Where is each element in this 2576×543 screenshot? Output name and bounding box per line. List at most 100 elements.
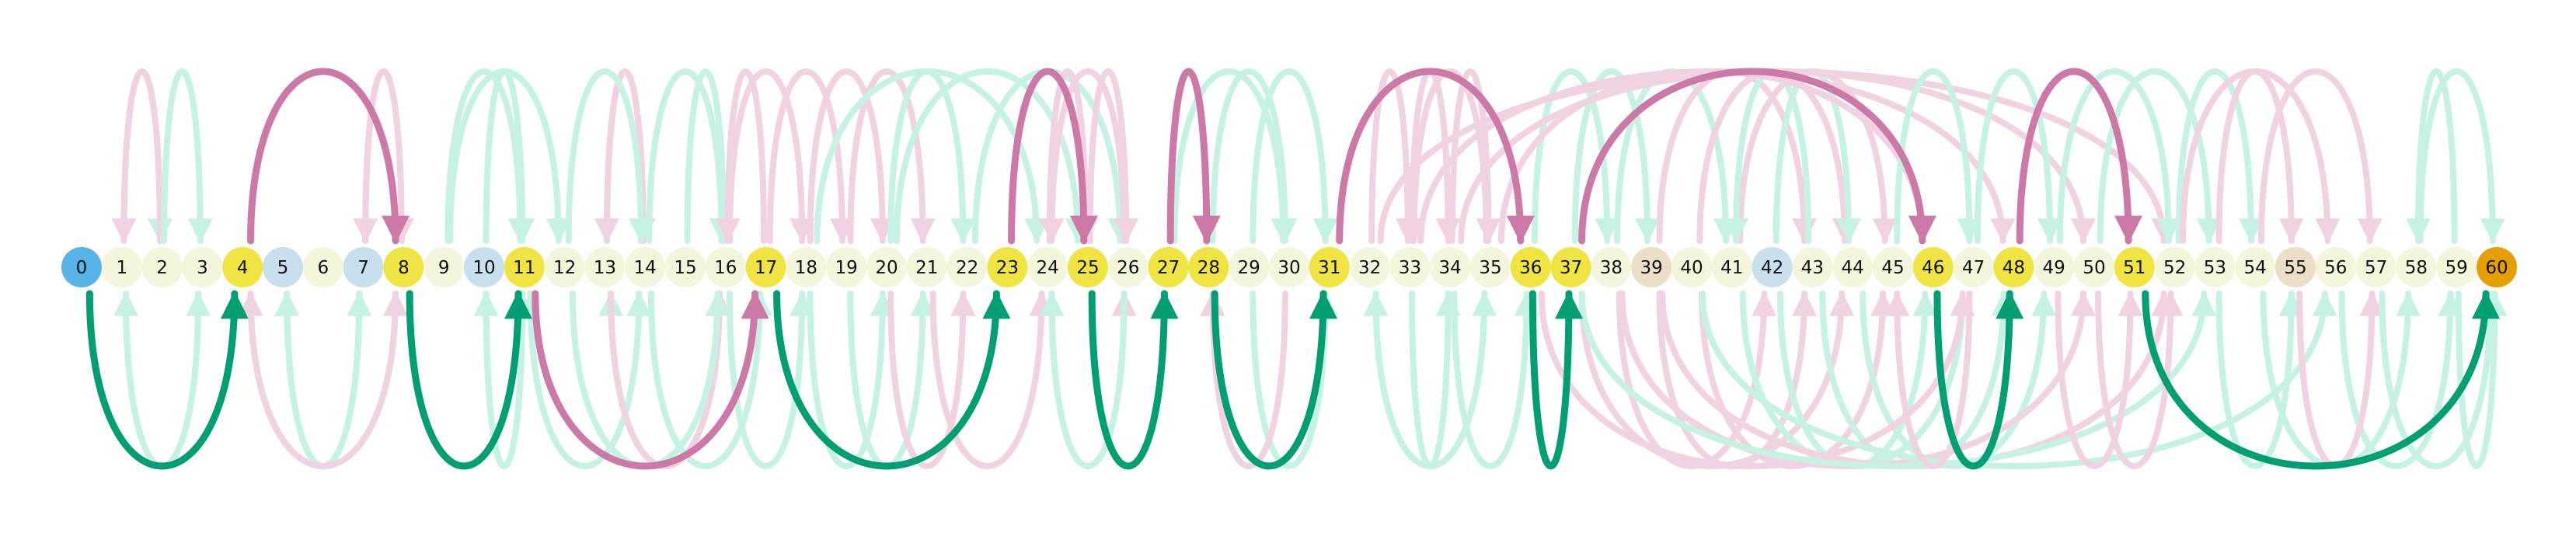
node-label-33: 33 <box>1399 258 1421 278</box>
node-31: 31 <box>1309 247 1350 287</box>
node-circle-53 <box>2194 247 2236 287</box>
edge-9-to-11 <box>444 68 533 244</box>
node-circle-10 <box>464 247 504 287</box>
node-43: 43 <box>1792 247 1833 287</box>
node-34: 34 <box>1430 247 1471 287</box>
node-label-43: 43 <box>1801 258 1824 278</box>
node-label-19: 19 <box>835 258 858 278</box>
node-circle-12 <box>544 247 585 287</box>
node-circle-20 <box>866 247 907 287</box>
node-16: 16 <box>705 247 746 287</box>
node-circle-15 <box>665 247 706 287</box>
node-50: 50 <box>2074 247 2114 287</box>
node-circle-60 <box>2477 247 2517 287</box>
node-41: 41 <box>1711 247 1752 287</box>
path-edge-23-to-25 <box>1008 68 1098 245</box>
node-circle-23 <box>987 247 1028 287</box>
node-49: 49 <box>2034 247 2075 287</box>
node-28: 28 <box>1188 247 1229 287</box>
edge-30-to-28 <box>1200 291 1288 469</box>
node-circle-26 <box>1107 247 1149 287</box>
edge-17-to-19 <box>766 68 856 244</box>
node-circle-29 <box>1229 247 1270 287</box>
node-label-44: 44 <box>1842 258 1864 278</box>
edge-32-to-33 <box>1368 68 1420 244</box>
path-edge-31-to-36 <box>1336 68 1535 245</box>
node-circle-49 <box>2034 247 2075 287</box>
path-edge-37-to-46 <box>1578 68 1936 245</box>
edge-20-to-22 <box>887 291 976 469</box>
node-circle-31 <box>1309 247 1350 287</box>
node-label-3: 3 <box>197 258 208 278</box>
edge-52-to-56 <box>2179 68 2341 244</box>
node-label-8: 8 <box>398 258 410 278</box>
edge-26-to-24 <box>1039 68 1128 244</box>
node-circle-48 <box>1993 247 2034 287</box>
path-edges <box>85 68 2500 470</box>
edge-19-to-21 <box>847 291 936 469</box>
node-label-45: 45 <box>1881 258 1904 278</box>
node-13: 13 <box>584 247 626 287</box>
node-label-55: 55 <box>2284 258 2306 278</box>
node-circle-52 <box>2154 247 2195 287</box>
node-label-53: 53 <box>2204 258 2226 278</box>
edge-20-to-25 <box>893 68 1091 244</box>
node-circle-1 <box>101 247 142 287</box>
node-circle-44 <box>1832 247 1874 287</box>
node-circle-16 <box>705 247 746 287</box>
edge-54-to-57 <box>2257 68 2383 244</box>
node-label-13: 13 <box>594 258 616 278</box>
node-circle-4 <box>222 247 263 287</box>
node-circle-59 <box>2436 247 2477 287</box>
node-label-46: 46 <box>1922 258 1944 278</box>
node-22: 22 <box>946 247 988 287</box>
node-circle-37 <box>1550 247 1591 287</box>
node-circle-50 <box>2074 247 2114 287</box>
edge-19-to-21 <box>847 68 936 244</box>
node-label-24: 24 <box>1037 258 1059 278</box>
node-46: 46 <box>1912 247 1954 287</box>
node-label-40: 40 <box>1680 258 1703 278</box>
path-edge-28-to-31 <box>1211 290 1338 470</box>
node-label-27: 27 <box>1157 258 1180 278</box>
node-6: 6 <box>302 247 343 287</box>
node-52: 52 <box>2154 247 2195 287</box>
node-circle-27 <box>1148 247 1189 287</box>
node-59: 59 <box>2436 247 2477 287</box>
edge-21-to-24 <box>929 291 1054 469</box>
node-label-20: 20 <box>875 258 898 278</box>
node-20: 20 <box>866 247 907 287</box>
node-circle-18 <box>786 247 827 287</box>
node-label-12: 12 <box>553 258 576 278</box>
node-12: 12 <box>544 247 585 287</box>
edge-49-to-52 <box>2056 68 2181 244</box>
edge-45-to-47 <box>1894 68 1982 244</box>
node-label-10: 10 <box>472 258 495 278</box>
edge-14-to-13 <box>594 68 647 244</box>
node-label-30: 30 <box>1278 258 1300 278</box>
node-55: 55 <box>2275 247 2316 287</box>
edge-1-to-3 <box>122 291 211 469</box>
node-circle-13 <box>584 247 626 287</box>
node-19: 19 <box>826 247 867 287</box>
edge-53-to-55 <box>2215 291 2304 469</box>
node-circle-38 <box>1591 247 1632 287</box>
node-label-25: 25 <box>1076 258 1099 278</box>
node-27: 27 <box>1148 247 1189 287</box>
node-label-54: 54 <box>2244 258 2267 278</box>
node-label-6: 6 <box>317 258 329 278</box>
node-58: 58 <box>2396 247 2437 287</box>
node-29: 29 <box>1229 247 1270 287</box>
edge-29-to-31 <box>1250 291 1338 469</box>
node-label-23: 23 <box>996 258 1019 278</box>
node-label-21: 21 <box>915 258 938 278</box>
node-57: 57 <box>2355 247 2396 287</box>
node-label-48: 48 <box>2003 258 2025 278</box>
node-circle-41 <box>1711 247 1752 287</box>
node-circle-11 <box>504 247 545 287</box>
node-label-29: 29 <box>1238 258 1260 278</box>
node-circle-2 <box>141 247 183 287</box>
edge-52-to-54 <box>2175 68 2264 244</box>
